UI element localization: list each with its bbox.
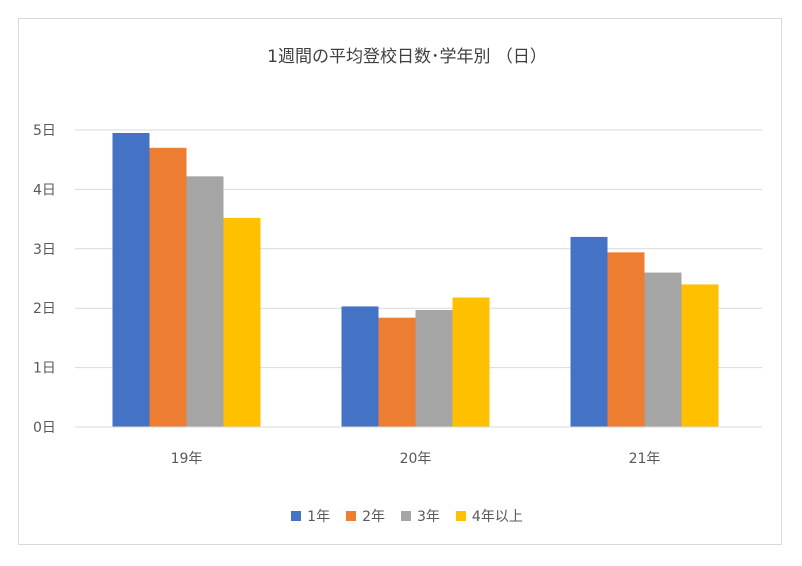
bar-0-2 [186, 176, 224, 427]
bar-0-0 [112, 132, 150, 427]
bar-1-0 [341, 306, 379, 427]
legend-label: 4年以上 [471, 509, 523, 525]
bar-1-1 [378, 317, 416, 427]
legend-label: 1年 [307, 509, 331, 525]
legend-item: 1年 [291, 506, 330, 526]
y-tick-label: 2日 [33, 301, 56, 317]
chart-legend: 1年 2年 3年 4年以上 [0, 506, 802, 526]
y-tick-label: 5日 [33, 123, 56, 139]
legend-item: 2年 [346, 506, 385, 526]
legend-swatch [346, 511, 357, 521]
legend-item: 3年 [401, 506, 440, 526]
bar-2-0 [570, 236, 608, 427]
bar-2-3 [681, 284, 719, 427]
y-tick-label: 1日 [33, 361, 56, 377]
legend-swatch [401, 511, 411, 521]
x-category-label: 21年 [629, 451, 661, 467]
bar-0-3 [223, 217, 261, 427]
bar-1-2 [415, 309, 453, 427]
x-category-label: 19年 [171, 451, 203, 467]
y-tick-label: 3日 [33, 242, 56, 258]
legend-swatch [455, 511, 466, 521]
y-tick-label: 4日 [33, 182, 56, 198]
bar-2-2 [644, 272, 682, 427]
legend-swatch [291, 511, 302, 521]
legend-label: 3年 [417, 509, 440, 525]
bar-1-3 [452, 297, 490, 427]
legend-item: 4年以上 [455, 506, 523, 526]
bar-2-1 [607, 252, 645, 427]
x-category-label: 20年 [400, 451, 432, 467]
chart-title: 1週間の平均登校日数･学年別 （日） [267, 47, 547, 67]
bar-0-1 [149, 147, 187, 427]
y-tick-label: 0日 [33, 420, 56, 436]
legend-label: 2年 [362, 509, 385, 525]
